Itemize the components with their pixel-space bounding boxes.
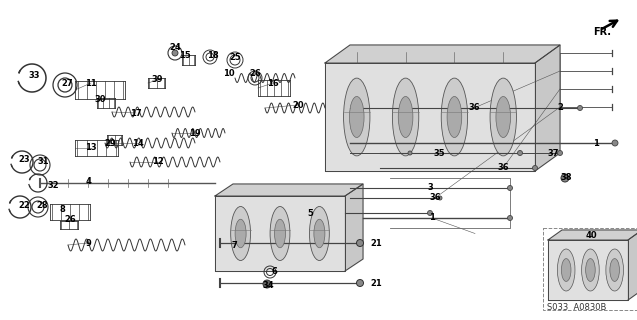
Ellipse shape [343, 78, 370, 156]
Text: 21: 21 [370, 238, 382, 247]
Text: 26: 26 [249, 68, 261, 77]
Text: 32: 32 [47, 180, 59, 189]
Ellipse shape [275, 219, 285, 248]
Text: 28: 28 [36, 201, 48, 210]
Polygon shape [345, 184, 363, 271]
Polygon shape [628, 230, 637, 300]
Text: 31: 31 [37, 157, 49, 166]
Circle shape [263, 280, 271, 288]
Text: 3: 3 [427, 183, 433, 193]
Polygon shape [325, 45, 560, 63]
Text: 27: 27 [61, 78, 73, 87]
Text: 15: 15 [179, 51, 191, 60]
Ellipse shape [231, 206, 250, 260]
Text: 10: 10 [223, 68, 235, 77]
Polygon shape [535, 45, 560, 171]
Circle shape [533, 165, 538, 171]
Text: 11: 11 [85, 78, 97, 87]
Text: S033  A0830B: S033 A0830B [547, 303, 606, 313]
Ellipse shape [561, 259, 571, 281]
Circle shape [612, 140, 618, 146]
Ellipse shape [606, 249, 624, 291]
Text: 19: 19 [189, 129, 201, 138]
Text: 21: 21 [370, 278, 382, 287]
Ellipse shape [447, 96, 462, 138]
Text: 24: 24 [169, 44, 181, 52]
Polygon shape [215, 184, 363, 196]
Polygon shape [548, 230, 637, 240]
Text: 16: 16 [267, 78, 279, 87]
Circle shape [438, 196, 442, 200]
Circle shape [517, 150, 522, 156]
Circle shape [508, 186, 513, 190]
Circle shape [357, 279, 364, 286]
Ellipse shape [490, 78, 517, 156]
Text: 36: 36 [429, 194, 441, 203]
Text: FR.: FR. [593, 27, 611, 37]
Polygon shape [548, 240, 628, 300]
Polygon shape [215, 196, 345, 271]
Ellipse shape [310, 206, 329, 260]
Circle shape [508, 215, 513, 220]
Text: 36: 36 [497, 164, 509, 172]
Text: 13: 13 [85, 143, 97, 153]
Text: 18: 18 [207, 51, 219, 60]
Text: 1: 1 [593, 139, 599, 148]
Text: 12: 12 [152, 157, 164, 166]
Ellipse shape [350, 96, 364, 138]
Ellipse shape [582, 249, 599, 291]
Circle shape [557, 150, 562, 156]
Text: 37: 37 [547, 148, 559, 157]
Ellipse shape [585, 259, 595, 281]
Text: 7: 7 [231, 241, 237, 250]
Text: 1: 1 [429, 213, 435, 222]
Text: 8: 8 [59, 205, 65, 214]
Text: 33: 33 [28, 71, 39, 81]
Ellipse shape [496, 96, 511, 138]
Polygon shape [325, 63, 535, 171]
Text: 35: 35 [433, 148, 445, 157]
Text: 17: 17 [130, 108, 142, 117]
Ellipse shape [392, 78, 419, 156]
Text: 6: 6 [271, 268, 277, 276]
Text: 30: 30 [94, 95, 106, 105]
Ellipse shape [270, 206, 290, 260]
Bar [543, 228, 637, 310]
Text: 26: 26 [64, 215, 76, 225]
Text: 5: 5 [307, 209, 313, 218]
Ellipse shape [610, 259, 619, 281]
Text: 20: 20 [292, 100, 304, 109]
Ellipse shape [398, 96, 413, 138]
Text: 29: 29 [104, 139, 116, 148]
Text: 4: 4 [86, 178, 92, 187]
Text: 22: 22 [18, 201, 30, 210]
Text: 23: 23 [18, 156, 30, 164]
Text: 14: 14 [132, 139, 144, 148]
Text: 36: 36 [468, 103, 480, 113]
Text: 38: 38 [561, 173, 572, 182]
Ellipse shape [557, 249, 575, 291]
Text: 9: 9 [85, 238, 91, 247]
Text: 2: 2 [557, 103, 563, 113]
Circle shape [408, 151, 412, 155]
Text: 40: 40 [585, 230, 597, 239]
Ellipse shape [235, 219, 246, 248]
Ellipse shape [441, 78, 468, 156]
Circle shape [357, 239, 364, 246]
Text: 39: 39 [151, 76, 162, 84]
Text: 25: 25 [229, 52, 241, 61]
Circle shape [427, 211, 433, 215]
Circle shape [561, 174, 569, 182]
Text: 34: 34 [262, 281, 274, 290]
Circle shape [578, 106, 582, 110]
Ellipse shape [314, 219, 325, 248]
Circle shape [172, 50, 178, 56]
